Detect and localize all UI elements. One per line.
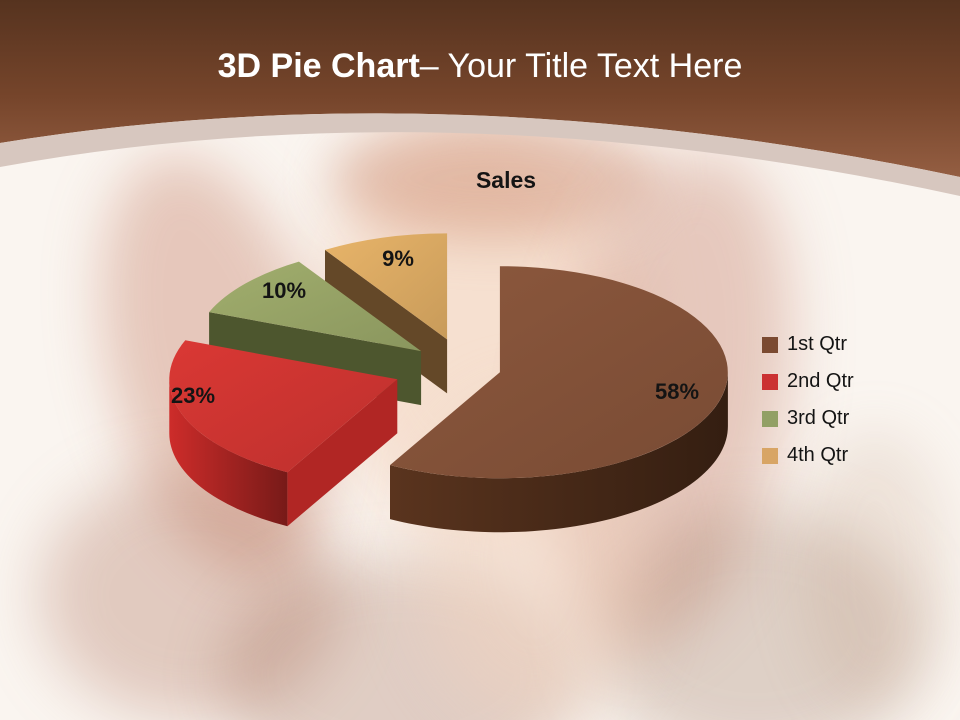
legend-swatch-2nd-qtr: [762, 373, 778, 390]
legend-item: 2nd Qtr: [762, 370, 854, 392]
slide-title-rest: – Your Title Text Here: [419, 47, 743, 85]
legend-swatch-3rd-qtr: [762, 410, 778, 427]
legend-label: 1st Qtr: [787, 333, 848, 355]
legend-label: 4th Qtr: [787, 444, 849, 466]
legend-label: 3rd Qtr: [787, 407, 850, 429]
slide-title-bold: 3D Pie Chart: [217, 47, 420, 85]
legend-item: 3rd Qtr: [762, 407, 854, 429]
chart-title: Sales: [475, 167, 537, 193]
legend-swatch-4th-qtr: [762, 447, 778, 464]
legend-label: 2nd Qtr: [787, 370, 854, 392]
legend-swatch-1st-qtr: [762, 336, 778, 353]
photo-skin-neck: [420, 400, 650, 720]
legend-item: 4th Qtr: [762, 444, 854, 466]
legend-item: 1st Qtr: [762, 333, 854, 355]
chart-legend: 1st Qtr 2nd Qtr 3rd Qtr 4th Qtr: [762, 333, 854, 466]
photo-hair-wisp-right: [800, 430, 950, 710]
slide-title: 3D Pie Chart– Your Title Text Here: [0, 47, 960, 85]
